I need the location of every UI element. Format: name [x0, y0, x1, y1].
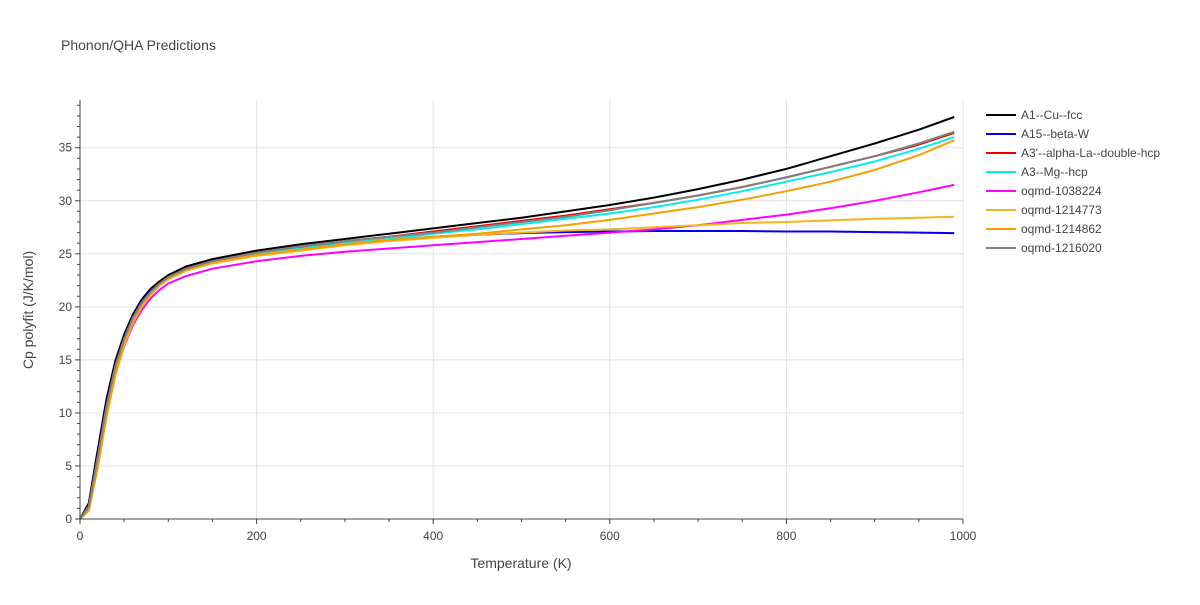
- legend-label-oqmd-1214862[interactable]: oqmd-1214862: [1021, 222, 1102, 236]
- legend-label-oqmd-1214773[interactable]: oqmd-1214773: [1021, 203, 1102, 217]
- series-line-oqmd-1216020: [79, 130, 955, 520]
- axes: 0 200 400 600 800 1000 0 5 10 15 20 25 30 35: [59, 100, 977, 543]
- y-tick-label: 25: [59, 247, 73, 261]
- series-line-oqmd-1038224: [79, 183, 955, 520]
- x-axis-title: Temperature (K): [470, 555, 571, 571]
- legend-label-oqmd-1038224[interactable]: oqmd-1038224: [1021, 184, 1102, 198]
- y-tick-label: 10: [59, 406, 73, 420]
- y-tick-label: 35: [59, 141, 73, 155]
- y-tick-label: 15: [59, 353, 73, 367]
- series-line-oqmd-1214862: [79, 139, 955, 520]
- y-axis-title: Cp polyfit (J/K/mol): [20, 251, 36, 369]
- y-tick-label: 30: [59, 194, 73, 208]
- x-tick-label: 600: [600, 529, 620, 543]
- y-tick-label: 0: [65, 512, 72, 526]
- series-line-a3-mg-hcp: [79, 136, 955, 520]
- series-line-a1-cu-fcc: [79, 116, 955, 520]
- x-tick-label: 0: [77, 529, 84, 543]
- x-tick-label: 200: [247, 529, 267, 543]
- legend-label-a3-alpha-la-double-hcp[interactable]: A3'--alpha-La--double-hcp: [1021, 146, 1160, 160]
- legend-label-a15-beta-w[interactable]: A15--beta-W: [1021, 127, 1090, 141]
- series-lines: [79, 116, 955, 520]
- y-tick-label: 20: [59, 300, 73, 314]
- chart-title: Phonon/QHA Predictions: [61, 37, 216, 53]
- legend-label-a1-cu-fcc[interactable]: A1--Cu--fcc: [1021, 108, 1082, 122]
- x-tick-label: 800: [776, 529, 796, 543]
- legend-label-oqmd-1216020[interactable]: oqmd-1216020: [1021, 241, 1102, 255]
- x-tick-label: 400: [423, 529, 443, 543]
- y-tick-label: 5: [65, 459, 72, 473]
- grid-lines: [80, 100, 964, 519]
- series-line-a3-alpha-la-double-hcp: [79, 131, 955, 520]
- legend[interactable]: A1--Cu--fcc A15--beta-W A3'--alpha-La--dou…: [986, 108, 1160, 255]
- x-tick-label: 1000: [950, 529, 977, 543]
- series-line-a15-beta-w: [79, 230, 955, 520]
- legend-label-a3-mg-hcp[interactable]: A3--Mg--hcp: [1021, 165, 1088, 179]
